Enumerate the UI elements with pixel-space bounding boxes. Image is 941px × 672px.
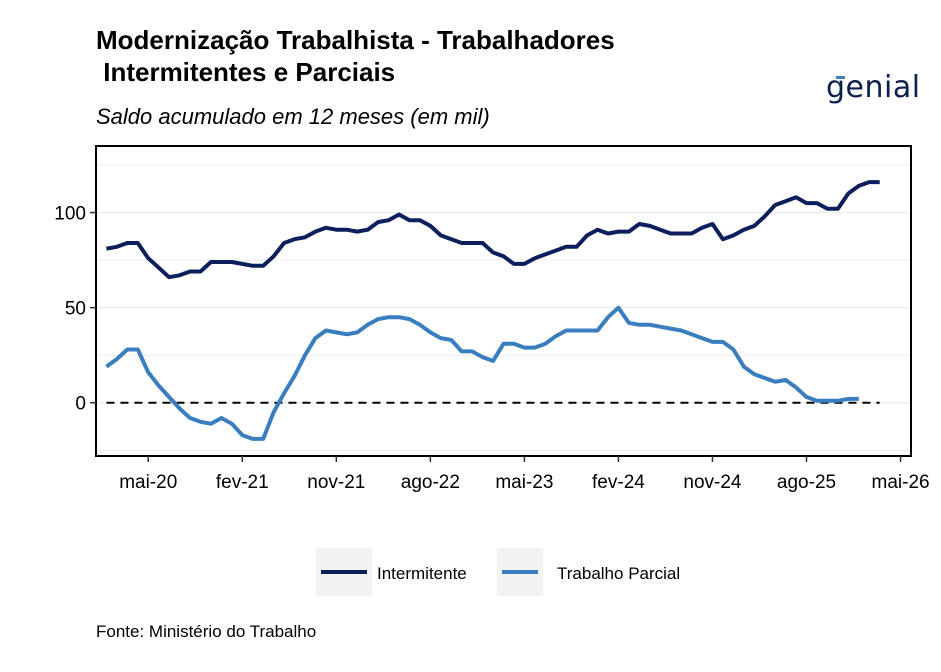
x-tick-label: nov-21 [307, 472, 365, 493]
y-tick-label: 50 [65, 299, 86, 320]
chart-title: Modernização Trabalhista - Trabalhadores… [96, 25, 615, 87]
x-tick-label: mai-23 [495, 472, 553, 493]
source-note: Fonte: Ministério do Trabalho [96, 622, 317, 641]
genial-logo: genial [826, 70, 921, 105]
x-tick-label: ago-22 [401, 472, 460, 493]
x-tick-label: ago-25 [777, 472, 836, 493]
series-layer [105, 180, 880, 441]
y-tick-label: 0 [75, 394, 86, 415]
series-line-trabalho-parcial [105, 305, 859, 441]
x-axis: mai-20 fev-21 nov-21 ago-22 mai-23 fev-24 nov-… [119, 456, 930, 493]
x-tick-label: nov-24 [683, 472, 742, 493]
plot-border [95, 145, 912, 457]
y-tick-label: 100 [54, 204, 86, 225]
x-tick-label: mai-20 [119, 472, 177, 493]
chart-subtitle: Saldo acumulado em 12 meses (em mil) [96, 104, 490, 129]
x-tick-label: fev-24 [592, 472, 645, 493]
logo-accent-icon [836, 76, 845, 79]
series-line-intermitente [106, 180, 880, 280]
legend-label: Intermitente [377, 564, 467, 583]
grid-lines [96, 164, 911, 451]
y-axis: 0 50 100 [54, 204, 96, 415]
legend-label: Trabalho Parcial [557, 564, 680, 583]
x-tick-label: fev-21 [216, 472, 269, 493]
x-tick-label: mai-26 [872, 472, 930, 493]
legend: Intermitente Trabalho Parcial [316, 548, 680, 596]
